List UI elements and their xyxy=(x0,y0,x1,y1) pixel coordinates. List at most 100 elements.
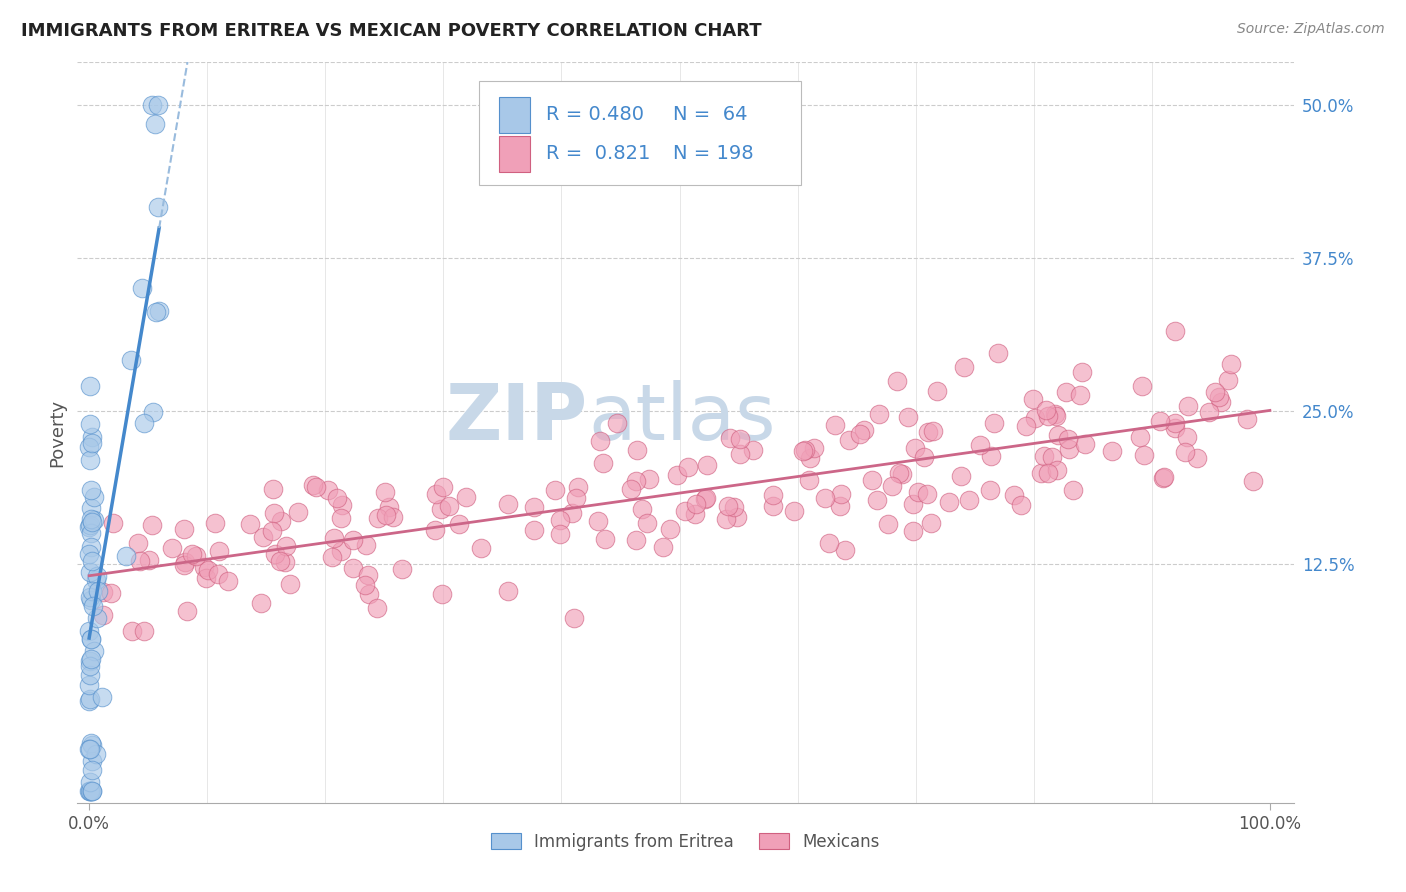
Point xyxy=(470,541,492,555)
Point xyxy=(79,678,101,692)
Point xyxy=(366,601,388,615)
Point xyxy=(1211,395,1233,409)
Point xyxy=(1236,411,1258,425)
Point xyxy=(330,498,353,512)
Point xyxy=(82,738,104,752)
Point xyxy=(838,433,860,447)
Point xyxy=(84,747,107,761)
Point xyxy=(658,522,681,536)
Point xyxy=(1163,324,1185,338)
Point xyxy=(638,472,661,486)
Point xyxy=(1177,399,1199,413)
Point xyxy=(792,444,814,458)
Point xyxy=(877,516,900,531)
Point xyxy=(1069,388,1091,402)
FancyBboxPatch shape xyxy=(499,136,530,172)
Point xyxy=(952,360,974,375)
Point xyxy=(1040,450,1063,464)
Point xyxy=(1045,409,1067,423)
Point xyxy=(80,525,103,540)
Point xyxy=(305,480,328,494)
Point xyxy=(1208,390,1230,404)
Point xyxy=(142,405,165,419)
Point xyxy=(901,524,924,538)
Point xyxy=(79,453,101,467)
Point xyxy=(588,514,610,528)
Point xyxy=(1047,427,1070,442)
Point xyxy=(115,549,138,563)
Point xyxy=(80,632,103,646)
Y-axis label: Poverty: Poverty xyxy=(48,399,66,467)
Point xyxy=(1130,378,1153,392)
Point xyxy=(957,493,980,508)
Point xyxy=(1133,448,1156,462)
Point xyxy=(86,583,108,598)
Point xyxy=(260,524,283,538)
Point xyxy=(250,596,273,610)
Point xyxy=(354,538,377,552)
Point xyxy=(302,478,325,492)
Point xyxy=(920,516,942,530)
Point xyxy=(565,491,588,506)
Point xyxy=(194,571,217,585)
Point xyxy=(430,501,453,516)
Point xyxy=(794,442,817,457)
Point xyxy=(887,466,910,480)
Point xyxy=(180,547,202,561)
Point xyxy=(1043,407,1066,421)
Point xyxy=(762,488,785,502)
Point xyxy=(378,500,401,514)
Point xyxy=(357,568,380,582)
Point xyxy=(79,511,101,525)
Point xyxy=(914,450,936,465)
Point xyxy=(606,416,628,430)
Point xyxy=(1216,373,1239,387)
Point xyxy=(276,540,298,554)
Text: atlas: atlas xyxy=(588,380,776,456)
Point xyxy=(79,417,101,431)
Point xyxy=(567,480,589,494)
Point xyxy=(80,754,103,768)
Point xyxy=(886,375,908,389)
Point xyxy=(1185,451,1208,466)
Point xyxy=(141,98,163,112)
Point xyxy=(561,506,583,520)
Point xyxy=(676,460,699,475)
Point xyxy=(391,561,413,575)
Point xyxy=(666,468,689,483)
Point xyxy=(80,783,103,797)
Point xyxy=(496,583,519,598)
Point xyxy=(430,587,453,601)
Point xyxy=(128,554,150,568)
Point xyxy=(717,500,740,514)
Text: R =  0.821: R = 0.821 xyxy=(546,144,650,163)
Point xyxy=(176,604,198,618)
Point xyxy=(82,515,104,529)
Point xyxy=(695,491,717,506)
Point xyxy=(80,554,103,568)
Point xyxy=(824,418,846,433)
Point xyxy=(907,485,929,500)
Point xyxy=(80,436,103,450)
Point xyxy=(950,469,973,483)
Point xyxy=(322,531,344,545)
Point xyxy=(830,486,852,500)
Point xyxy=(548,526,571,541)
Point xyxy=(79,540,101,554)
FancyBboxPatch shape xyxy=(478,81,801,185)
Point xyxy=(263,506,285,520)
Point xyxy=(207,566,229,581)
Point xyxy=(197,562,219,576)
Point xyxy=(143,117,166,131)
FancyBboxPatch shape xyxy=(499,97,530,133)
Point xyxy=(544,483,567,497)
Point xyxy=(79,741,101,756)
Text: N = 198: N = 198 xyxy=(673,144,754,163)
Point xyxy=(1198,405,1220,419)
Point xyxy=(730,432,752,446)
Point xyxy=(173,522,195,536)
Point xyxy=(79,483,101,497)
Point xyxy=(264,547,287,561)
Point xyxy=(1015,419,1038,434)
Point xyxy=(860,473,883,487)
